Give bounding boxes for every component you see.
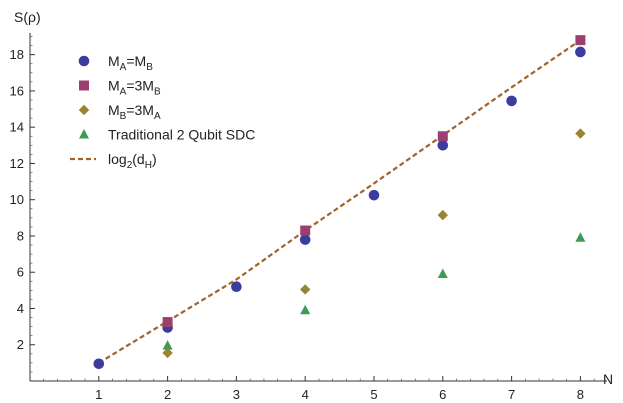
legend: MA=MB MA=3MB MB=3MA Traditional 2 Qubit SDC… <box>70 53 255 171</box>
series-points-3 <box>162 232 586 350</box>
legend-label: Traditional 2 Qubit SDC <box>108 127 255 143</box>
series-points-1 <box>162 35 586 328</box>
y-tick-label: 12 <box>10 156 24 171</box>
legend-item-4: log2(dH) <box>70 151 157 171</box>
data-point <box>437 268 448 279</box>
data-point <box>368 189 380 201</box>
legend-swatch <box>79 129 89 139</box>
data-point <box>506 95 517 107</box>
data-point <box>575 128 586 139</box>
x-tick-label: 5 <box>370 387 377 402</box>
data-point <box>575 35 586 46</box>
data-point <box>300 225 311 236</box>
legend-label: MB=3MA <box>108 102 161 122</box>
legend-label: log2(dH) <box>108 151 157 171</box>
data-point <box>575 232 586 242</box>
y-tick-label: 4 <box>17 301 24 316</box>
legend-label: MA=MB <box>108 53 153 73</box>
x-tick-label: 8 <box>577 387 584 402</box>
x-tick-label: 3 <box>233 387 240 402</box>
plot-area <box>93 35 586 370</box>
data-point <box>437 209 448 221</box>
data-point <box>437 140 449 151</box>
data-point <box>437 131 448 142</box>
x-tick-label: 6 <box>439 387 446 402</box>
y-tick-label: 8 <box>17 228 24 243</box>
data-point <box>300 284 311 295</box>
y-tick-label: 14 <box>10 120 24 135</box>
series-points-2 <box>162 128 586 359</box>
x-tick-label: 2 <box>164 387 171 402</box>
y-tick-label: 10 <box>10 192 24 207</box>
series-4 <box>98 39 582 364</box>
data-point <box>231 281 242 293</box>
y-tick-label: 2 <box>17 337 24 352</box>
legend-swatch <box>79 80 89 91</box>
legend-item-2: MB=3MA <box>78 102 161 122</box>
y-tick-label: 6 <box>17 265 24 280</box>
data-point <box>575 46 586 58</box>
legend-item-1: MA=3MB <box>79 78 161 98</box>
data-point <box>162 317 173 328</box>
x-tick-label: 4 <box>302 387 309 402</box>
data-point <box>299 234 311 245</box>
x-tick-label: 7 <box>508 387 515 402</box>
data-point <box>162 347 173 359</box>
y-axis-label: S(ρ) <box>14 9 41 25</box>
legend-item-3: Traditional 2 Qubit SDC <box>79 127 255 143</box>
y-tick-label: 18 <box>10 47 24 62</box>
legend-swatch <box>78 104 90 116</box>
data-point <box>162 340 173 350</box>
legend-swatch <box>78 55 90 67</box>
legend-item-0: MA=MB <box>78 53 153 73</box>
legend-label: MA=3MB <box>108 78 161 98</box>
x-axis-label: N <box>603 371 613 387</box>
data-point <box>93 358 105 370</box>
x-tick-label: 1 <box>95 387 102 402</box>
y-tick-label: 16 <box>10 83 24 98</box>
series-line <box>98 39 582 364</box>
data-point <box>300 304 311 315</box>
